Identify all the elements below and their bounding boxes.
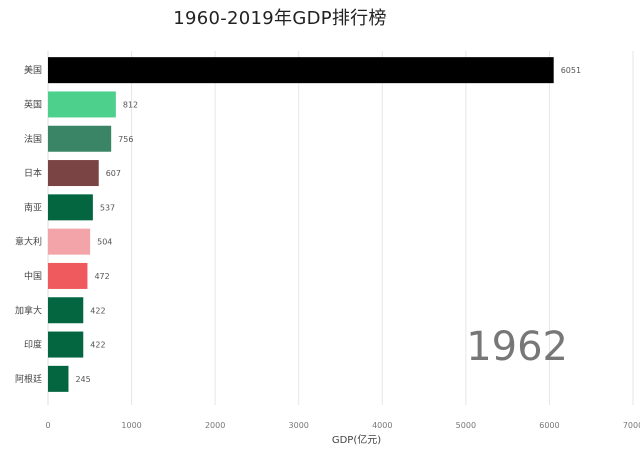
x-axis-label: GDP(亿元) [332,433,381,446]
x-tick-label: 0 [45,421,50,430]
bar [48,160,99,187]
year-label: 1962 [466,324,568,370]
category-label: 英国 [24,98,42,110]
x-tick-label: 7000 [623,421,640,430]
bar [48,228,91,255]
bar [48,262,88,289]
category-label: 南亚 [24,201,42,213]
category-label: 法国 [24,133,42,145]
value-label: 537 [100,203,115,212]
category-label: 日本 [24,167,42,179]
bar [48,125,112,152]
category-label: 加拿大 [15,304,42,316]
bar [48,365,69,392]
value-label: 472 [94,272,109,281]
value-label: 422 [90,306,105,315]
value-label: 812 [123,100,138,109]
x-tick-label: 3000 [289,421,309,430]
x-tick-label: 5000 [456,421,476,430]
x-tick-label: 4000 [372,421,392,430]
bar [48,57,554,84]
category-label: 意大利 [15,236,42,248]
value-label: 245 [75,375,90,384]
category-label: 美国 [24,64,42,76]
category-label: 中国 [24,270,42,282]
value-label: 756 [118,135,133,144]
x-tick-label: 1000 [121,421,141,430]
value-label: 6051 [561,66,581,75]
bar [48,331,84,358]
value-label: 504 [97,238,112,247]
bar [48,91,116,118]
x-tick-label: 2000 [205,421,225,430]
value-label: 422 [90,341,105,350]
x-tick-label: 6000 [539,421,559,430]
category-label: 阿根廷 [15,373,42,385]
value-label: 607 [106,169,121,178]
bar [48,194,93,221]
category-label: 印度 [24,339,42,351]
bar [48,297,84,324]
chart-title: 1960-2019年GDP排行榜 [173,8,387,29]
